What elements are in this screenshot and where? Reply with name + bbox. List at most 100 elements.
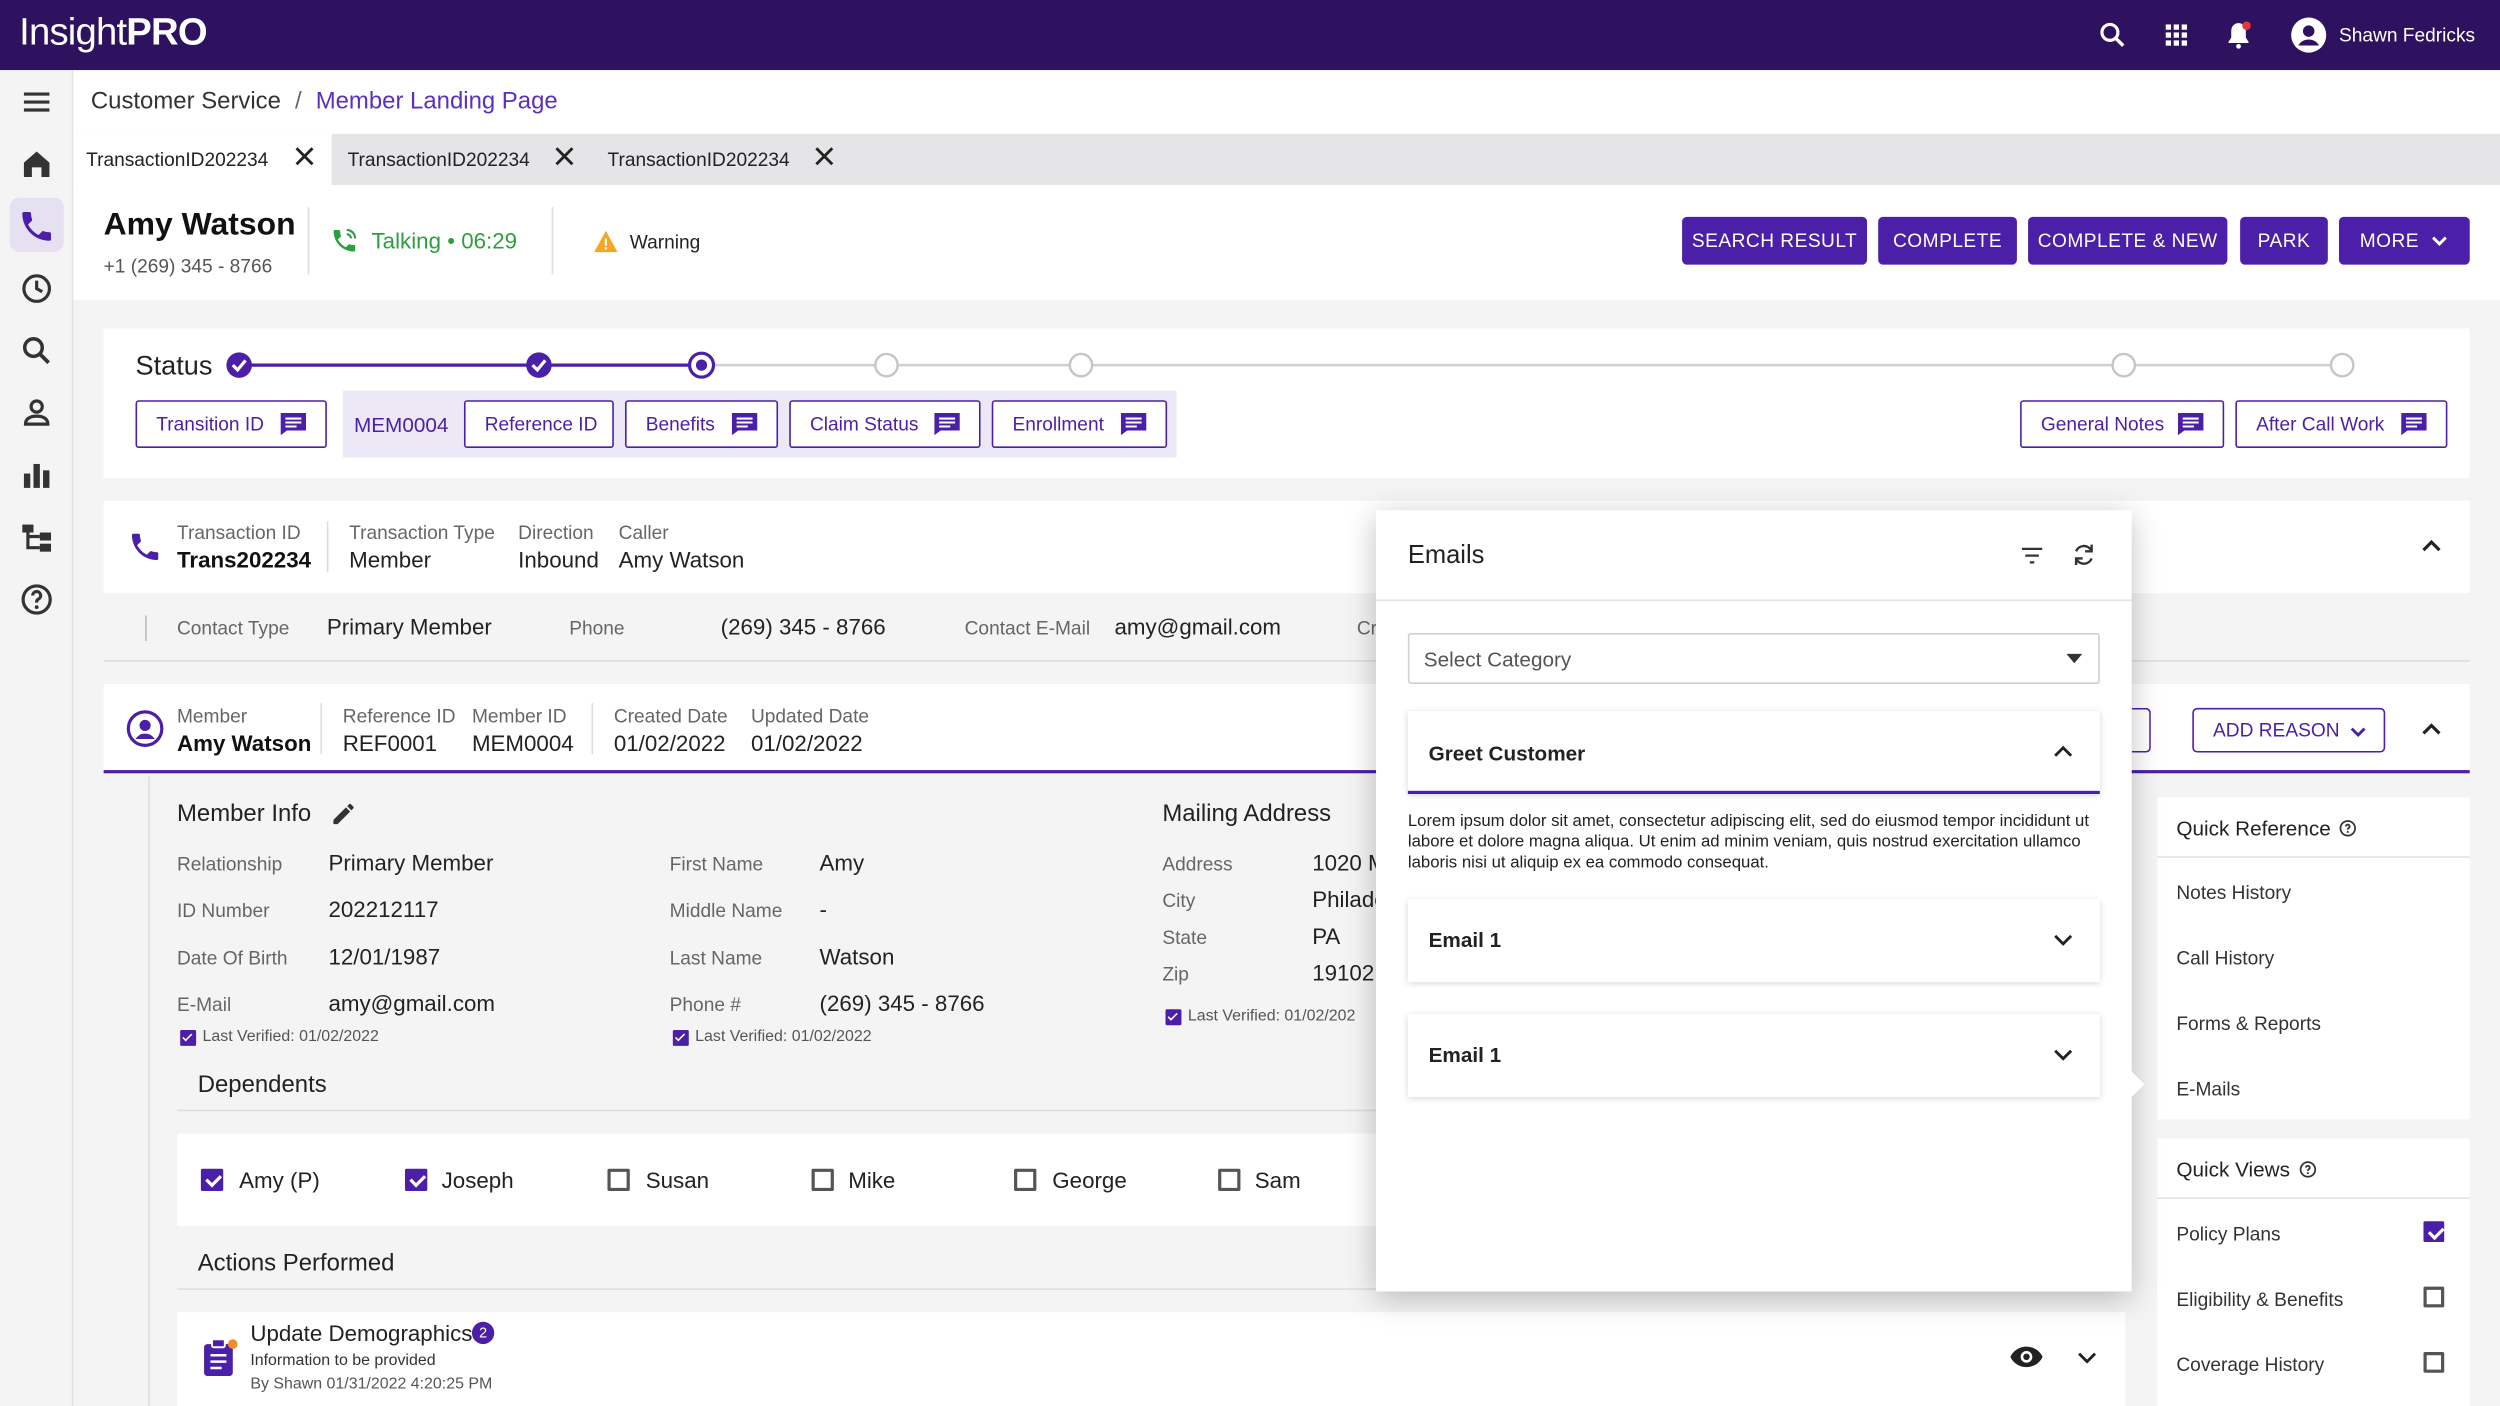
contact-type-value: Primary Member	[326, 613, 492, 640]
select-category-dropdown[interactable]: Select Category	[1407, 632, 2100, 684]
dependent-checkbox[interactable]	[1014, 1168, 1037, 1192]
help-icon[interactable]	[18, 580, 56, 618]
quick-ref-notes-history[interactable]: Notes History	[2176, 881, 2292, 905]
quick-ref-emails[interactable]: E-Mails	[2176, 1077, 2241, 1101]
action-item-subtitle: Information to be provided	[250, 1352, 436, 1370]
dependent-name: Joseph	[441, 1167, 514, 1193]
count-badge: 2	[471, 1321, 495, 1345]
more-button[interactable]: MORE	[2338, 216, 2470, 265]
dob-label: Date Of Birth	[176, 947, 288, 970]
sidebar-search-icon[interactable]	[18, 332, 56, 370]
comment-icon	[2177, 412, 2204, 436]
hierarchy-icon[interactable]	[18, 518, 56, 556]
verified-checkbox[interactable]	[672, 1029, 689, 1046]
quick-ref-forms-reports[interactable]: Forms & Reports	[2176, 1012, 2321, 1035]
close-tab-icon[interactable]	[813, 145, 835, 167]
email-accordion[interactable]	[1407, 899, 2100, 983]
complete-button[interactable]: COMPLETE	[1878, 216, 2017, 265]
menu-icon[interactable]	[18, 83, 56, 121]
dependent-checkbox[interactable]	[1218, 1168, 1241, 1192]
address-value: 1020 M	[1312, 849, 1387, 876]
mailing-address-title: Mailing Address	[1162, 800, 1332, 828]
tab-transaction-3[interactable]: TransactionID202234	[607, 148, 790, 171]
add-reason-button[interactable]: ADD REASON	[2192, 707, 2386, 753]
transition-id-chip[interactable]: Transition ID	[135, 400, 327, 449]
chevron-down-icon[interactable]	[2078, 1350, 2097, 1364]
phone-icon	[131, 533, 159, 561]
created-date-value: 01/02/2022	[613, 730, 726, 756]
dependent-checkbox[interactable]	[200, 1168, 224, 1192]
person-icon[interactable]	[18, 394, 56, 432]
phone-label: Phone	[569, 617, 625, 640]
user-name[interactable]: Shawn Fedricks	[2338, 23, 2476, 47]
reference-id-chip[interactable]: Reference ID	[463, 400, 614, 449]
general-notes-chip[interactable]: General Notes	[2020, 400, 2225, 449]
claim-status-chip[interactable]: Claim Status	[789, 400, 981, 449]
notification-bell-icon[interactable]	[2223, 19, 2255, 51]
user-avatar-icon[interactable]	[2290, 16, 2328, 54]
caller-label: Caller	[618, 521, 669, 544]
help-icon[interactable]	[2339, 820, 2357, 838]
complete-and-new-button[interactable]: COMPLETE & NEW	[2028, 216, 2228, 265]
chevron-up-icon[interactable]	[2420, 537, 2442, 553]
transaction-tabs	[73, 133, 2500, 185]
divider	[103, 660, 2470, 662]
edit-pencil-icon[interactable]	[330, 800, 357, 827]
chevron-up-icon[interactable]	[2420, 721, 2442, 737]
search-icon[interactable]	[2097, 19, 2129, 51]
filter-icon[interactable]	[2019, 542, 2046, 569]
id-number-label: ID Number	[176, 899, 270, 922]
app-logo[interactable]: InsightPRO	[19, 11, 208, 55]
email-accordion-title: Email 1	[1428, 927, 1502, 952]
actions-performed-title: Actions Performed	[197, 1250, 395, 1278]
view-eye-icon[interactable]	[2009, 1344, 2044, 1370]
quick-ref-call-history[interactable]: Call History	[2176, 947, 2275, 970]
verified-checkbox[interactable]	[180, 1029, 197, 1046]
close-tab-icon[interactable]	[553, 145, 575, 167]
search-result-button[interactable]: SEARCH RESULT	[1682, 216, 1868, 265]
comment-icon	[1120, 412, 1147, 436]
dependent-name: Sam	[1254, 1167, 1301, 1193]
home-icon[interactable]	[18, 145, 56, 183]
dependent-checkbox[interactable]	[607, 1168, 630, 1192]
bar-chart-icon[interactable]	[18, 456, 56, 494]
breadcrumb-parent[interactable]: Customer Service	[90, 87, 281, 115]
first-name-value: Amy	[819, 849, 865, 876]
email-accordion[interactable]	[1407, 1014, 2100, 1097]
enrollment-chip[interactable]: Enrollment	[991, 400, 1168, 449]
state-value: PA	[1312, 923, 1341, 949]
history-clock-icon[interactable]	[18, 269, 56, 307]
dependent-checkbox[interactable]	[404, 1168, 428, 1192]
last-verified-text: Last Verified: 01/02/2022	[695, 1028, 872, 1046]
dependent-checkbox[interactable]	[811, 1168, 834, 1192]
chevron-up-icon[interactable]	[2054, 745, 2073, 759]
contact-type-label: Contact Type	[176, 617, 290, 640]
chevron-down-icon[interactable]	[2054, 1048, 2073, 1062]
close-tab-icon[interactable]	[293, 145, 315, 167]
tab-transaction-1[interactable]: TransactionID202234	[73, 133, 332, 185]
apps-grid-icon[interactable]	[2160, 19, 2192, 51]
dependent-name: Susan	[645, 1167, 710, 1193]
quick-view-checkbox[interactable]	[2423, 1352, 2445, 1373]
divider	[176, 1288, 2126, 1290]
help-icon[interactable]	[2299, 1161, 2317, 1179]
quick-view-checkbox[interactable]	[2423, 1221, 2445, 1243]
phone-icon[interactable]	[18, 207, 56, 245]
verified-checkbox[interactable]	[1165, 1009, 1182, 1026]
after-call-work-chip[interactable]: After Call Work	[2235, 400, 2448, 449]
divider	[2157, 856, 2470, 858]
middle-name-value: -	[819, 896, 827, 922]
quick-view-checkbox[interactable]	[2423, 1286, 2445, 1308]
transaction-id-value: Trans202234	[176, 546, 312, 573]
zip-label: Zip	[1162, 963, 1189, 986]
divider	[307, 207, 310, 275]
refresh-icon[interactable]	[2070, 541, 2099, 570]
action-item-meta: By Shawn 01/31/2022 4:20:25 PM	[250, 1375, 493, 1394]
park-button[interactable]: PARK	[2240, 216, 2328, 265]
hidden-button-edge[interactable]	[2131, 707, 2151, 753]
chevron-down-icon[interactable]	[2054, 933, 2073, 947]
divider	[145, 615, 147, 641]
tab-transaction-2[interactable]: TransactionID202234	[347, 148, 530, 171]
benefits-chip[interactable]: Benefits	[625, 400, 779, 449]
greet-customer-accordion[interactable]	[1407, 711, 2100, 795]
